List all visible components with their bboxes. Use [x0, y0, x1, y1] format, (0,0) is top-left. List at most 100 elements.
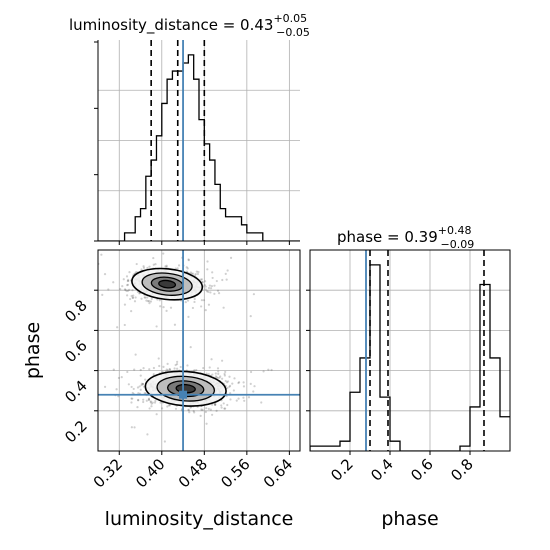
scatter-point — [186, 267, 189, 270]
phase-hist-bars — [310, 264, 510, 451]
scatter-point — [163, 440, 166, 443]
scatter-point — [237, 381, 240, 385]
scatter-point — [157, 357, 160, 360]
scatter-point — [206, 260, 209, 263]
scatter-point — [137, 392, 140, 395]
scatter-point — [123, 323, 126, 327]
scatter-point — [186, 299, 190, 302]
phase-hist-xlabel: phase — [381, 508, 438, 530]
scatter-point — [147, 398, 150, 401]
scatter-point — [166, 362, 169, 366]
scatter-point — [194, 273, 197, 276]
scatter-frame — [97, 249, 301, 452]
scatter-point — [131, 296, 135, 299]
scatter-point — [207, 303, 211, 306]
scatter-point — [226, 386, 229, 390]
scatter-point — [201, 281, 204, 284]
scatter-point — [126, 370, 129, 374]
scatter-point — [232, 389, 235, 392]
scatter-point — [201, 280, 204, 284]
scatter-point — [188, 411, 191, 414]
scatter-point — [143, 296, 146, 299]
scatter-point — [139, 388, 142, 391]
ld-title-main: luminosity_distance = 0.43 — [69, 16, 273, 35]
scatter-point — [225, 381, 229, 384]
scatter-point — [153, 401, 157, 404]
scatter-point — [193, 411, 196, 414]
scatter-point — [229, 256, 233, 259]
scatter-point — [162, 252, 165, 255]
scatter-point — [152, 373, 155, 376]
scatter-point — [221, 377, 224, 380]
scatter-point — [152, 256, 155, 260]
scatter-xtick-label: 0.32 — [90, 455, 126, 491]
scatter-point — [130, 426, 133, 429]
scatter-point — [193, 369, 196, 372]
scatter-point — [223, 374, 226, 377]
scatter-point — [217, 372, 220, 376]
scatter-point — [101, 293, 104, 297]
scatter-point — [134, 296, 137, 299]
scatter-point — [205, 290, 209, 293]
scatter-point — [176, 367, 179, 370]
scatter-point — [223, 372, 226, 376]
scatter-point — [207, 407, 210, 410]
scatter-point — [154, 262, 157, 266]
scatter-point — [223, 407, 226, 410]
scatter-point — [205, 407, 208, 410]
scatter-point — [126, 284, 129, 287]
scatter-point — [177, 264, 181, 267]
scatter-point — [100, 253, 103, 256]
scatter-point — [83, 379, 85, 381]
scatter-point — [228, 385, 231, 388]
scatter-point — [121, 285, 124, 288]
scatter-point — [126, 279, 129, 283]
scatter-point — [216, 289, 220, 292]
scatter-point — [204, 410, 207, 414]
ld-title-sub: −0.05 — [276, 26, 310, 39]
scatter-xlabel: luminosity_distance — [105, 508, 294, 530]
scatter-point — [131, 289, 134, 292]
scatter-point — [146, 300, 150, 303]
scatter-point — [150, 402, 153, 405]
contour-level — [158, 279, 177, 289]
phase-title-main: phase = 0.39 — [337, 228, 438, 246]
scatter-point — [218, 376, 221, 379]
scatter-point — [158, 299, 161, 302]
scatter-point — [90, 414, 92, 416]
scatter-point — [200, 299, 204, 302]
scatter-point — [131, 397, 134, 400]
scatter-point — [187, 258, 190, 261]
scatter-point — [215, 376, 218, 379]
scatter-point — [127, 383, 130, 386]
scatter-point — [139, 374, 142, 377]
scatter-point — [237, 397, 240, 400]
scatter-xtick-label: 0.56 — [217, 455, 253, 491]
scatter-point — [107, 288, 110, 291]
scatter-point — [139, 368, 142, 372]
scatter-point — [243, 399, 246, 402]
scatter-point — [204, 308, 207, 312]
scatter-point — [187, 409, 190, 412]
scatter-point — [115, 388, 118, 391]
scatter-point — [148, 368, 151, 371]
scatter-point — [185, 266, 188, 269]
scatter-point — [131, 391, 134, 395]
ld-hist-step-line — [98, 54, 300, 241]
scatter-point — [215, 409, 218, 412]
ld-hist-bars — [98, 54, 300, 241]
scatter-point — [116, 326, 119, 329]
scatter-point — [155, 241, 157, 243]
scatter-point — [229, 398, 232, 401]
scatter-point — [174, 363, 177, 367]
scatter-point — [252, 293, 255, 296]
scatter-point — [140, 383, 143, 387]
scatter-point — [146, 266, 149, 270]
scatter-point — [147, 397, 151, 400]
scatter-point — [133, 300, 137, 303]
scatter-point — [213, 403, 217, 407]
scatter-point — [206, 268, 209, 271]
scatter-point — [142, 400, 145, 404]
scatter-point — [192, 409, 195, 413]
scatter-point — [195, 368, 198, 372]
